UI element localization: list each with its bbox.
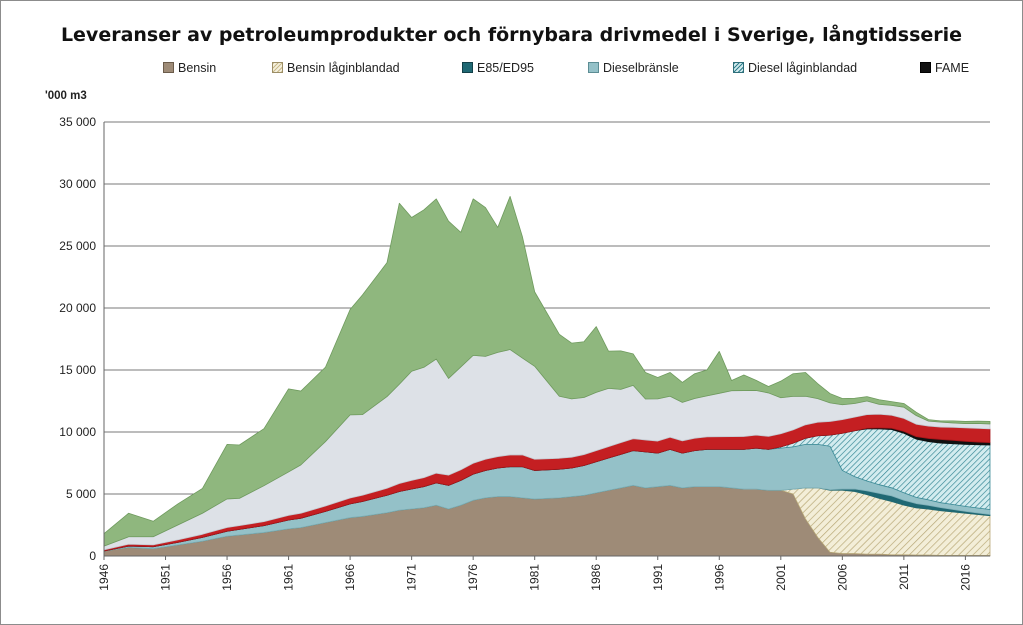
legend-label-bensin-laginblandad: Bensin låginblandad <box>287 61 400 75</box>
y-tick-label: 30 000 <box>59 177 96 191</box>
x-tick-label: 1966 <box>343 564 357 591</box>
x-tick-label: 1956 <box>220 564 234 591</box>
x-tick-label: 1996 <box>712 564 726 591</box>
y-tick-label: 10 000 <box>59 425 96 439</box>
legend-item-bensin-laginblandad: Bensin låginblandad <box>272 61 400 75</box>
legend-swatch-diesel-laginblandad <box>733 62 744 73</box>
x-tick-label: 2016 <box>958 564 972 591</box>
legend: Bensin Bensin låginblandad E85/ED95 Dies… <box>0 61 1023 79</box>
legend-label-bensin: Bensin <box>178 61 217 75</box>
area-series-9 <box>103 196 991 547</box>
legend-item-fame: FAME <box>920 61 969 75</box>
x-tick-label: 1961 <box>282 564 296 591</box>
y-tick-label: 25 000 <box>59 239 96 253</box>
legend-label-e85: E85/ED95 <box>477 61 534 75</box>
legend-label-dieselbransle: Dieselbränsle <box>603 61 679 75</box>
y-tick-label: 0 <box>89 549 96 563</box>
x-tick-label: 1986 <box>589 564 603 591</box>
legend-swatch-bensin <box>163 62 174 73</box>
legend-swatch-bensin-laginblandad <box>272 62 283 73</box>
legend-item-dieselbransle: Dieselbränsle <box>588 61 679 75</box>
legend-swatch-e85 <box>462 62 473 73</box>
y-tick-label: 35 000 <box>59 115 96 129</box>
y-axis-unit: '000 m3 <box>45 90 87 102</box>
legend-label-diesel-laginblandad: Diesel låginblandad <box>748 61 858 75</box>
legend-swatch-fame <box>920 62 931 73</box>
y-tick-label: 5 000 <box>66 487 96 501</box>
y-tick-label: 15 000 <box>59 363 96 377</box>
x-tick-label: 2001 <box>774 564 788 591</box>
legend-item-e85: E85/ED95 <box>462 61 534 75</box>
x-tick-label: 1991 <box>651 564 665 591</box>
chart-title: Leveranser av petroleumprodukter och för… <box>60 24 963 46</box>
x-tick-label: 2011 <box>897 564 911 590</box>
x-tick-label: 1946 <box>97 564 111 591</box>
y-tick-label: 20 000 <box>59 301 96 315</box>
x-tick-label: 1951 <box>159 564 173 591</box>
x-tick-label: 1971 <box>405 564 419 591</box>
legend-item-bensin: Bensin <box>163 61 216 75</box>
x-tick-label: 1976 <box>466 564 480 591</box>
x-tick-label: 1981 <box>528 564 542 591</box>
x-tick-label: 2006 <box>835 564 849 591</box>
legend-item-diesel-laginblandad: Diesel låginblandad <box>733 61 857 75</box>
legend-swatch-dieselbransle <box>588 62 599 73</box>
legend-label-fame: FAME <box>935 61 970 75</box>
